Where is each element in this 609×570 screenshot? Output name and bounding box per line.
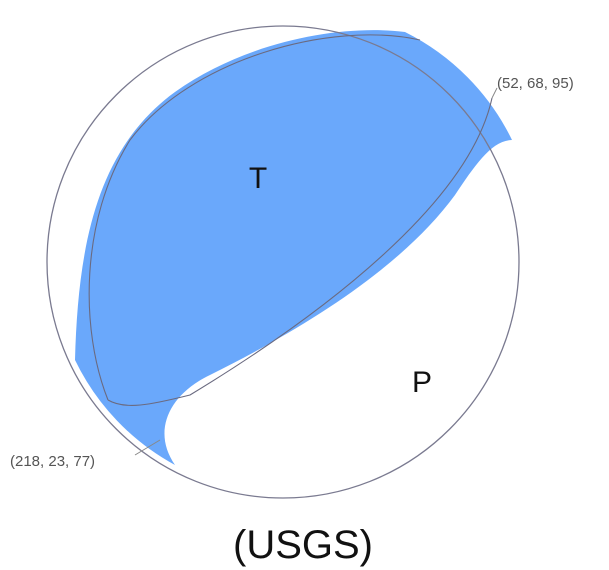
plane-label: (52, 68, 95) [497,75,574,92]
nodal-plane-1 [107,97,493,406]
p-axis-label: P [412,366,432,399]
t-axis-label: T [249,162,267,195]
compressional-quadrant [75,30,512,465]
leader-line [134,439,161,456]
plane-label: (218, 23, 77) [10,453,95,470]
caption: (USGS) [233,523,373,567]
focal-sphere [46,25,520,499]
leader-line [491,87,498,99]
nodal-plane-2 [88,34,421,401]
